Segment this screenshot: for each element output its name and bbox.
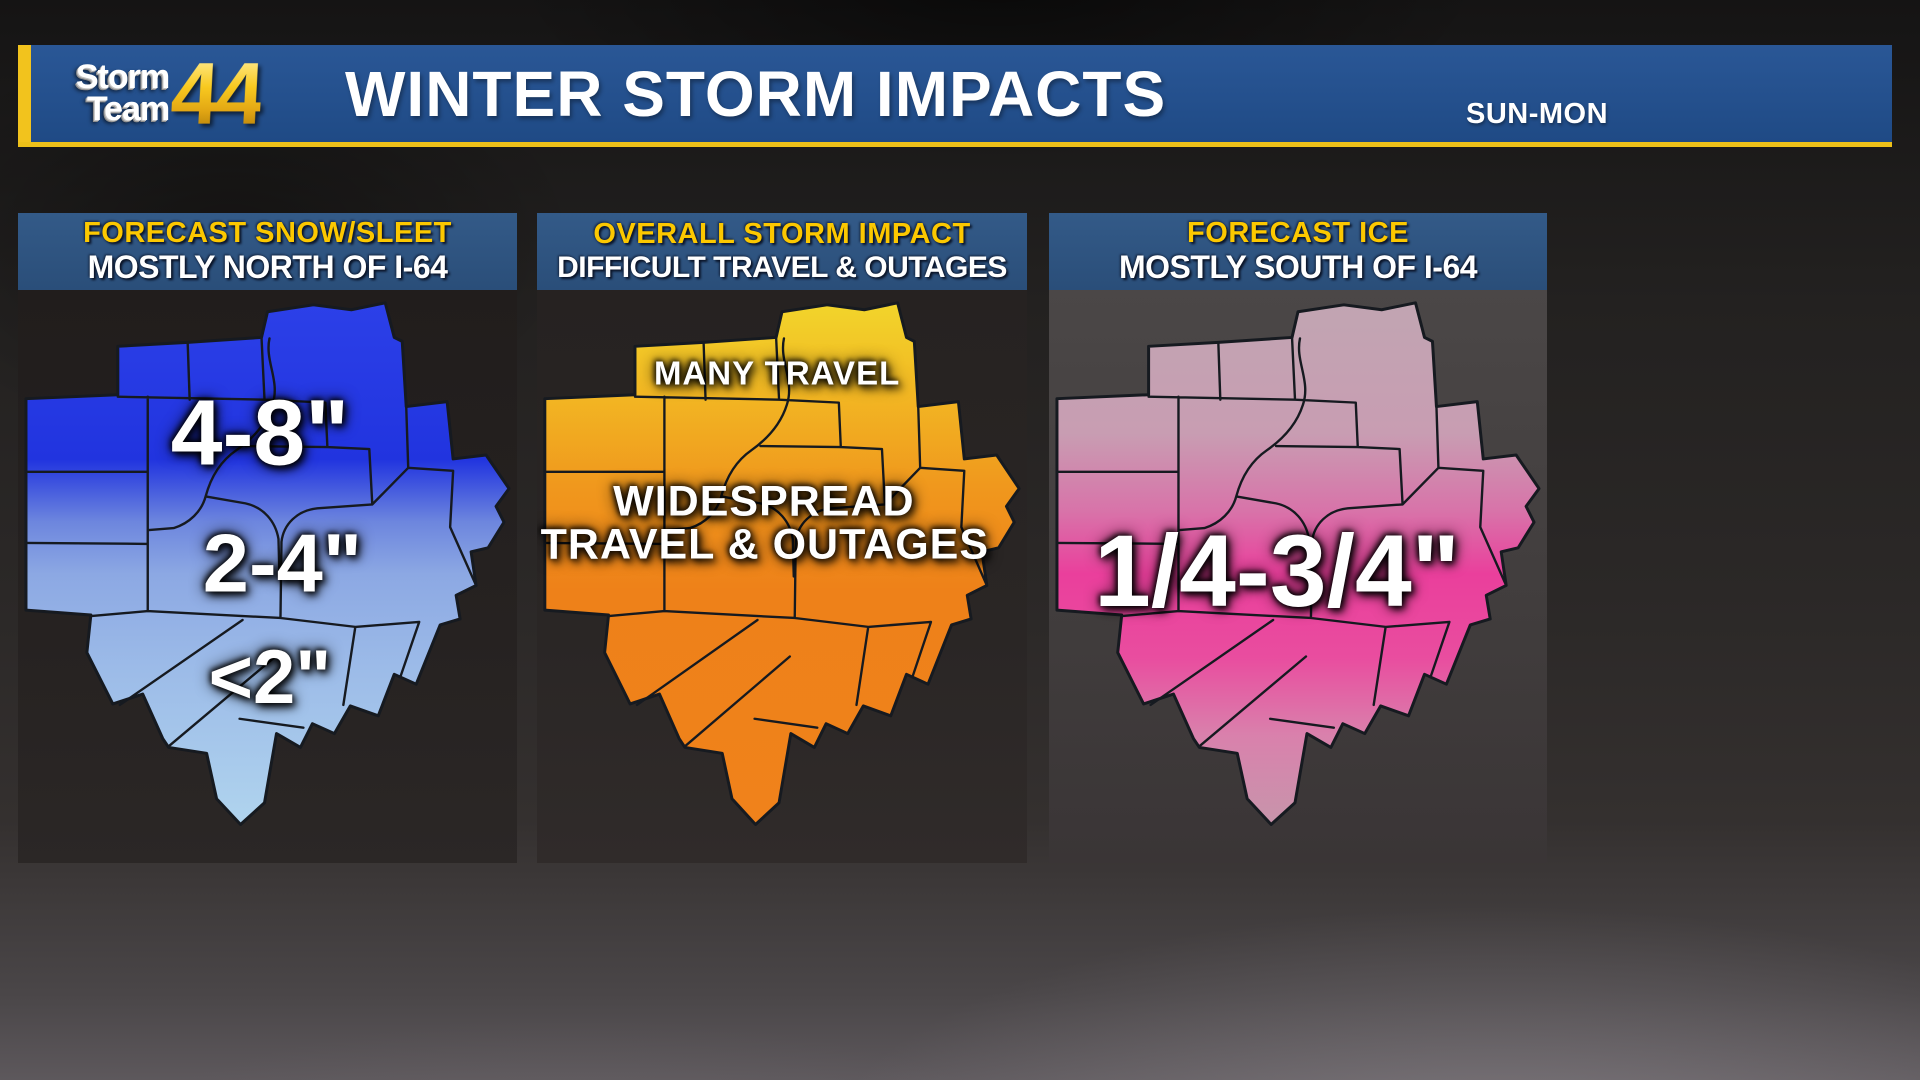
- page-title: WINTER STORM IMPACTS: [345, 57, 1167, 130]
- logo-word-team: Team: [86, 89, 170, 128]
- panel-snow-header: FORECAST SNOW/SLEET MOSTLY NORTH OF I-64: [18, 213, 517, 290]
- ice-amount-label: 1/4-3/4": [1094, 513, 1461, 628]
- panel-impact-subtitle: DIFFICULT TRAVEL & OUTAGES: [557, 250, 1007, 284]
- panel-storm-impact: OVERALL STORM IMPACT DIFFICULT TRAVEL & …: [537, 213, 1027, 863]
- panel-impact-title: OVERALL STORM IMPACT: [593, 218, 971, 251]
- banner-accent-stripe: [18, 45, 31, 142]
- storm-team-44-logo: Storm Team 44: [76, 43, 264, 143]
- impact-widespread-label: WIDESPREAD: [613, 477, 915, 526]
- panel-snow-subtitle: MOSTLY NORTH OF I-64: [87, 248, 448, 285]
- logo-number-44: 44: [168, 43, 264, 143]
- impact-travel-label: TRAVEL & OUTAGES: [540, 520, 990, 569]
- panel-forecast-ice: FORECAST ICE MOSTLY SOUTH OF I-64: [1049, 213, 1547, 863]
- panel-impact-map: MANY TRAVEL WIDESPREAD TRAVEL & OUTAGES: [537, 290, 1027, 863]
- panel-snow-title: FORECAST SNOW/SLEET: [83, 216, 452, 249]
- panel-forecast-snow: FORECAST SNOW/SLEET MOSTLY NORTH OF I-64: [18, 213, 517, 863]
- panel-ice-subtitle: MOSTLY SOUTH OF I-64: [1118, 248, 1478, 285]
- panel-ice-map: 1/4-3/4": [1049, 290, 1547, 863]
- snow-amount-low-label: <2": [208, 634, 332, 720]
- date-range-label: SUN-MON: [1466, 98, 1609, 130]
- snow-amount-high-label: 4-8": [170, 380, 350, 485]
- panel-snow-map: 4-8" 2-4" <2": [18, 290, 517, 863]
- panel-ice-header: FORECAST ICE MOSTLY SOUTH OF I-64: [1049, 213, 1547, 290]
- panel-impact-header: OVERALL STORM IMPACT DIFFICULT TRAVEL & …: [537, 213, 1027, 290]
- logo-wordmark: Storm Team: [76, 58, 170, 128]
- panel-ice-title: FORECAST ICE: [1187, 216, 1409, 249]
- logo-word-storm: Storm: [76, 58, 170, 97]
- title-banner: Storm Team 44 WINTER STORM IMPACTS SUN-M…: [18, 43, 1892, 147]
- snow-amount-mid-label: 2-4": [202, 516, 363, 610]
- impact-north-label: MANY TRAVEL: [653, 354, 901, 392]
